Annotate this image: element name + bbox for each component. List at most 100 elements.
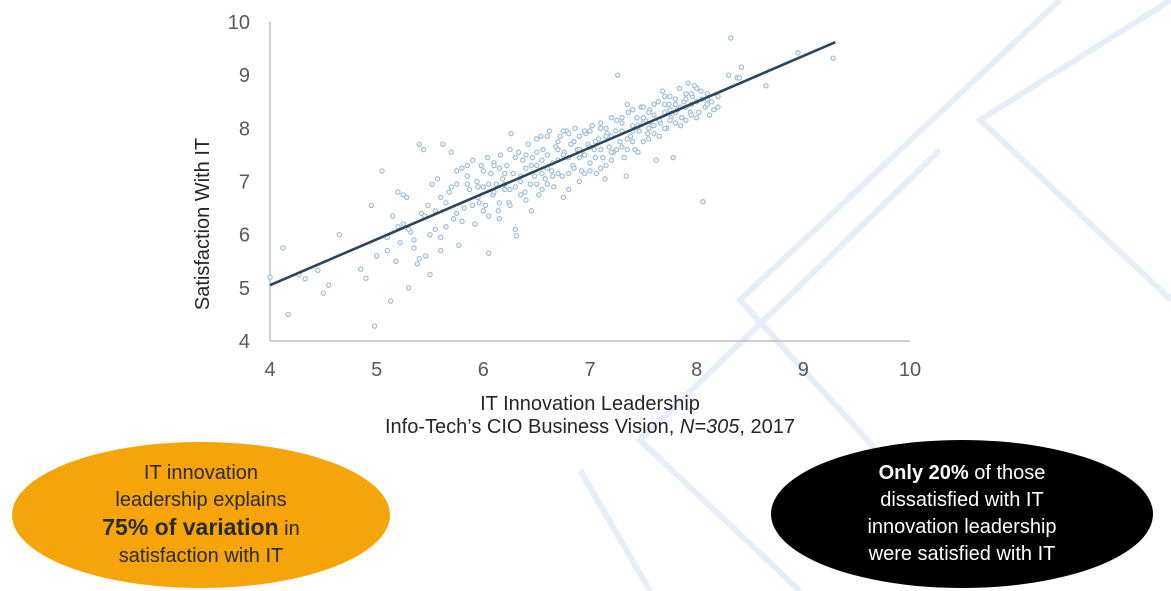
data-point — [672, 120, 679, 126]
data-point — [795, 50, 801, 56]
data-point — [456, 242, 462, 248]
data-point — [491, 162, 497, 169]
satisfaction-callout: Only 20% of those dissatisfied with IT i… — [771, 440, 1153, 588]
data-point — [533, 181, 540, 187]
x-tick-label: 5 — [371, 359, 382, 381]
data-point — [591, 146, 597, 153]
data-point — [555, 138, 561, 145]
data-point — [464, 181, 471, 187]
data-point — [485, 213, 492, 219]
data-point — [830, 55, 836, 61]
x-tick-label: 4 — [264, 359, 275, 381]
data-point — [693, 85, 700, 92]
data-point — [565, 186, 572, 193]
data-point — [448, 149, 455, 155]
data-point — [640, 104, 647, 110]
data-point — [555, 170, 561, 177]
data-point — [651, 130, 657, 137]
data-point — [683, 91, 689, 97]
trendline — [269, 41, 836, 287]
data-point — [613, 117, 620, 124]
data-point — [640, 138, 647, 145]
data-point — [393, 258, 399, 264]
data-point — [608, 114, 615, 121]
y-axis-title: Satisfaction With IT — [192, 138, 214, 310]
data-point — [679, 114, 685, 121]
data-point — [634, 114, 640, 121]
data-point — [617, 138, 623, 145]
y-tick-label: 4 — [239, 331, 250, 353]
data-point — [478, 162, 484, 169]
data-point — [704, 101, 711, 108]
data-point — [571, 165, 577, 171]
data-point — [469, 202, 476, 209]
data-point — [659, 88, 666, 94]
data-point — [540, 146, 546, 153]
data-point — [597, 120, 604, 126]
data-point — [440, 141, 446, 147]
data-point — [581, 128, 588, 134]
data-point — [450, 216, 457, 222]
data-point — [523, 197, 529, 203]
data-point — [589, 122, 595, 129]
data-point — [280, 245, 286, 251]
data-point — [629, 122, 636, 129]
data-point — [485, 250, 492, 256]
data-point — [536, 192, 542, 198]
callout-left-line2: leadership explains — [115, 489, 287, 511]
data-point — [512, 226, 519, 233]
data-point — [464, 173, 471, 179]
data-point — [581, 152, 588, 158]
data-point — [475, 184, 481, 190]
x-tick-label: 7 — [584, 359, 595, 381]
data-point — [405, 285, 412, 291]
data-point — [531, 173, 538, 179]
callout-left-line1: IT innovation — [143, 462, 259, 484]
data-point — [715, 104, 721, 110]
data-point — [624, 146, 631, 153]
data-point — [488, 170, 494, 177]
data-point — [666, 101, 672, 108]
data-point — [667, 107, 673, 113]
chart-subtitle: Info-Tech’s CIO Business Vision, N=305, … — [250, 416, 930, 439]
data-point — [520, 157, 526, 163]
data-point — [576, 133, 583, 140]
data-point — [507, 146, 513, 153]
data-point — [597, 165, 604, 171]
data-point — [623, 173, 629, 179]
data-point — [625, 109, 632, 116]
data-point — [539, 186, 545, 193]
callout-right-line1: of those — [968, 462, 1046, 484]
data-point — [427, 231, 433, 238]
data-point — [429, 181, 435, 187]
x-tick-label: 10 — [899, 359, 921, 381]
data-point — [587, 168, 593, 174]
data-point — [644, 130, 651, 137]
data-point — [645, 125, 652, 132]
data-point — [420, 146, 427, 153]
data-point — [581, 170, 588, 177]
data-point — [661, 125, 668, 132]
data-point — [501, 170, 508, 177]
data-point — [522, 189, 528, 195]
data-point — [533, 136, 540, 142]
subtitle-sample-size: N=305 — [679, 416, 740, 438]
data-point — [285, 311, 291, 318]
data-point — [603, 162, 609, 169]
data-point — [425, 202, 431, 209]
data-point — [560, 152, 567, 158]
data-point — [517, 192, 524, 198]
data-point — [400, 221, 407, 227]
data-point — [683, 96, 689, 102]
data-point — [523, 152, 529, 158]
data-point — [653, 157, 659, 163]
data-point — [496, 216, 503, 222]
data-point — [560, 128, 567, 134]
data-point — [696, 109, 702, 116]
data-point — [434, 176, 441, 182]
data-point — [302, 276, 308, 282]
data-point — [555, 146, 561, 153]
data-point — [472, 221, 478, 227]
callout-left-line3: in — [278, 518, 300, 540]
